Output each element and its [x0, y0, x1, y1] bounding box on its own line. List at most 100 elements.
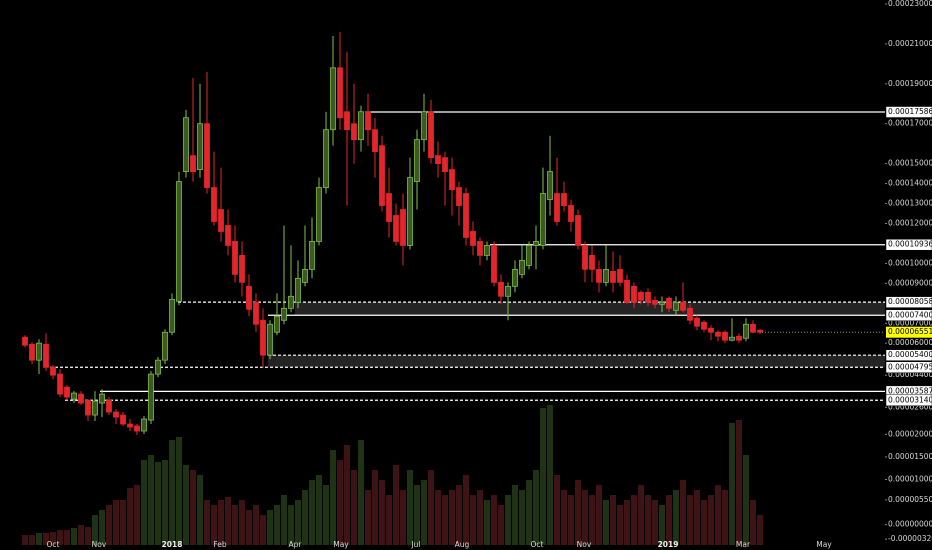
x-tick-label: Aug	[455, 540, 470, 549]
volume-bar	[197, 475, 203, 545]
volume-bar	[680, 480, 686, 545]
volume-bar	[617, 504, 623, 545]
candle-body	[456, 187, 462, 206]
volume-bar	[316, 475, 322, 545]
x-tick-label: Nov	[577, 540, 592, 549]
volume-bar	[484, 500, 490, 545]
candle-body	[631, 285, 637, 303]
candle-body	[701, 321, 707, 330]
candle-body	[547, 171, 553, 200]
volume-bar	[421, 480, 427, 545]
volume-bar	[365, 489, 371, 545]
candle-body	[162, 331, 168, 361]
volume-bar	[239, 500, 245, 545]
candle-body	[22, 336, 28, 346]
candle-body	[29, 343, 35, 361]
candle-body	[715, 331, 721, 337]
candle-body	[358, 111, 364, 141]
candle-body	[533, 241, 539, 246]
candle-body	[407, 177, 413, 246]
x-tick-label: May	[333, 540, 349, 549]
candle-body	[617, 268, 623, 283]
volume-bar	[225, 496, 231, 545]
candle-body	[365, 111, 371, 131]
candle-body	[379, 145, 385, 206]
level-label-box	[885, 106, 932, 118]
level-label-box	[885, 361, 932, 374]
volume-bar	[393, 465, 399, 545]
candle-body	[540, 193, 546, 246]
candle-body	[519, 260, 525, 275]
volume-bar	[309, 480, 315, 545]
last-price-box	[886, 326, 932, 338]
candle-body	[589, 255, 595, 270]
volume-bar	[64, 530, 70, 545]
candle-body	[687, 307, 693, 321]
candle-body	[638, 291, 644, 301]
volume-bar	[512, 485, 518, 545]
volume-bar	[456, 485, 462, 545]
volume-bar	[596, 485, 602, 545]
volume-bar	[449, 489, 455, 545]
volume-bar	[99, 510, 105, 545]
volume-bar	[274, 504, 280, 545]
candle-body	[197, 123, 203, 171]
candle-body	[239, 255, 245, 283]
candle-body	[218, 209, 224, 232]
y-tick-label: 0.00009000	[888, 278, 932, 287]
y-tick-label: 0.00017000	[888, 119, 932, 128]
volume-bar	[127, 488, 133, 545]
volume-bar	[295, 500, 301, 545]
candle-body	[148, 373, 154, 421]
x-tick-label: 2019	[658, 540, 679, 549]
candle-body	[498, 281, 504, 297]
candle-body	[477, 241, 483, 256]
candle-body	[274, 315, 280, 333]
x-tick-label: Oct	[47, 540, 60, 549]
candle-body	[232, 241, 238, 275]
volume-bar	[729, 423, 735, 545]
volume-bar	[554, 475, 560, 545]
level-label: 0.00008058	[888, 297, 932, 306]
volume-bar	[232, 504, 238, 545]
volume-bar	[624, 500, 630, 545]
volume-bar	[134, 485, 140, 545]
volume-bar	[533, 469, 539, 545]
volume-bar	[645, 495, 651, 545]
candle-body	[43, 343, 49, 368]
level-label-box	[885, 296, 932, 308]
candle-body	[505, 285, 511, 297]
candle-body	[169, 298, 175, 333]
y2-tick-label: 0.00002600	[888, 402, 932, 411]
candle-body	[155, 359, 161, 375]
volume-bar	[148, 454, 154, 545]
y-tick-label: 0.00013000	[888, 199, 932, 208]
candle-body	[337, 67, 343, 119]
candle-body	[722, 331, 728, 341]
candle-body	[85, 399, 91, 416]
level-label-box	[885, 238, 932, 251]
level-label: 0.00017586	[888, 107, 932, 116]
candle-body	[351, 123, 357, 141]
volume-bar	[323, 485, 329, 545]
candle-body	[176, 181, 182, 302]
volume-bar	[400, 489, 406, 545]
candle-body	[295, 277, 301, 303]
candle-body	[680, 301, 686, 311]
volume-bar	[57, 530, 63, 545]
volume-bar	[673, 489, 679, 545]
y-tick-label: 0.00007000	[888, 318, 932, 327]
volume-bar	[386, 495, 392, 545]
x-tick-label: May	[816, 540, 832, 549]
x-tick-label: Apr	[289, 540, 303, 549]
x-tick-label: Jul	[410, 540, 420, 549]
candle-body	[127, 423, 133, 428]
volume-bar	[743, 454, 749, 545]
y-tick-label: 0.00006000	[888, 338, 932, 347]
candle-body	[204, 123, 210, 188]
candle-body	[106, 399, 112, 413]
candle-body	[757, 329, 763, 333]
volume-bar	[190, 469, 196, 545]
volume-bar	[344, 445, 350, 545]
volume-bar	[113, 500, 119, 545]
